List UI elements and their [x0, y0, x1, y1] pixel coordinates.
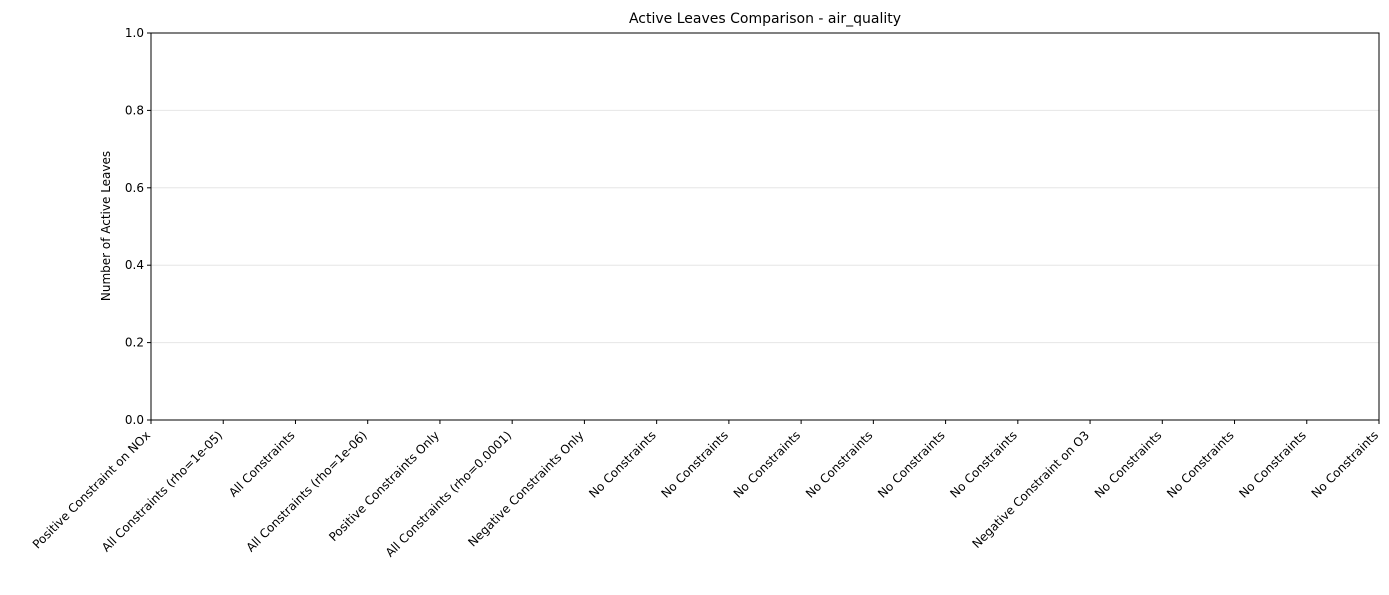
y-tick-label: 0.2 [125, 336, 144, 350]
x-tick-label: No Constraints [658, 428, 731, 501]
x-tick-label: All Constraints [226, 428, 298, 500]
x-tick-label: No Constraints [947, 428, 1020, 501]
x-tick-label: Negative Constraint on O3 [969, 428, 1092, 551]
y-axis-ticks: 0.0 0.2 0.4 0.6 0.8 1.0 [125, 26, 151, 427]
y-axis-label: Number of Active Leaves [99, 151, 113, 301]
x-tick-label: No Constraints [1092, 428, 1165, 501]
x-tick-label: All Constraints (rho=1e-06) [243, 428, 369, 554]
x-tick-label: No Constraints [1164, 428, 1237, 501]
x-tick-label: No Constraints [731, 428, 804, 501]
x-tick-label: Negative Constraints Only [465, 428, 586, 549]
y-tick-label: 0.4 [125, 258, 144, 272]
y-tick-label: 0.8 [125, 103, 144, 117]
axes [150, 32, 1380, 421]
x-tick-label: No Constraints [1309, 428, 1382, 501]
gridlines [151, 109, 1379, 344]
x-tick-label: No Constraints [1236, 428, 1309, 501]
plot-area-frame [150, 32, 1380, 421]
x-tick-label: No Constraints [586, 428, 659, 501]
x-tick-label: No Constraints [803, 428, 876, 501]
chart-title: Active Leaves Comparison - air_quality [629, 11, 901, 27]
y-tick-label: 0.6 [125, 181, 144, 195]
y-tick-label: 1.0 [125, 26, 144, 40]
x-tick-label: Positive Constraint on NOx [30, 428, 153, 551]
y-tick-label: 0.0 [125, 413, 144, 427]
x-tick-label: All Constraints (rho=1e-05) [99, 428, 225, 554]
x-tick-label: All Constraints (rho=0.0001) [383, 428, 515, 560]
x-tick-label: No Constraints [875, 428, 948, 501]
